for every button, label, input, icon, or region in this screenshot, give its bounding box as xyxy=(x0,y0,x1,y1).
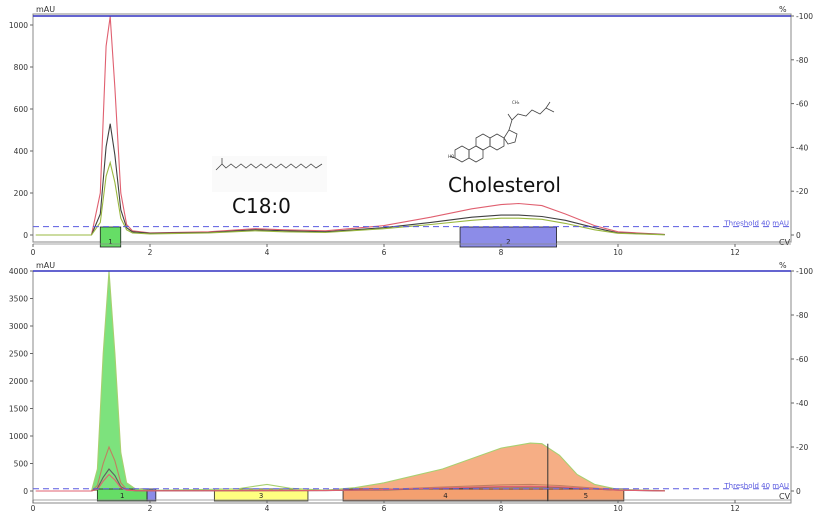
top-x-tick-label: 2 xyxy=(148,248,153,257)
bottom-x-tick-label: 2 xyxy=(148,504,153,513)
top-x-axis-label: CV xyxy=(779,238,791,247)
bottom-peak-fill-green xyxy=(91,271,136,491)
top-series-line-3 xyxy=(35,160,665,236)
top-y-tick-label: 600 xyxy=(14,105,29,114)
top-right-tick-label: -80 xyxy=(796,56,808,65)
bottom-x-tick-label: 6 xyxy=(382,504,387,513)
bottom-right-tick-label: -100 xyxy=(796,267,813,276)
bottom-y-tick-label: 3500 xyxy=(9,295,28,304)
bottom-series-line-1 xyxy=(35,270,665,492)
top-fraction-label: 1 xyxy=(108,238,112,246)
bottom-y-tick-label: 3000 xyxy=(9,322,28,331)
bottom-y-tick-label: 2500 xyxy=(9,350,28,359)
c18-annotation: C18:0 xyxy=(232,194,291,218)
bottom-y-tick-label: 1500 xyxy=(9,405,28,414)
bottom-right-tick-label: -40 xyxy=(796,399,808,408)
top-series-line-2 xyxy=(35,123,665,236)
bottom-fraction-label: 3 xyxy=(259,492,263,500)
top-x-tick-label: 4 xyxy=(265,248,270,257)
bottom-right-axis-label: % xyxy=(779,261,787,270)
bottom-series-line-4 xyxy=(35,473,665,492)
top-x-tick-label: 12 xyxy=(730,248,740,257)
bottom-fraction-bands: 1 3 4 5 xyxy=(96,488,625,502)
top-y-tick-label: 200 xyxy=(14,189,29,198)
bottom-fraction-band xyxy=(146,488,157,502)
top-right-tick-label: -40 xyxy=(796,143,808,152)
bottom-y-tick-label: 500 xyxy=(14,460,29,469)
top-x-tick-label: 8 xyxy=(499,248,504,257)
bottom-series-lines xyxy=(35,270,665,492)
bottom-right-tick-label: -20 xyxy=(796,443,808,452)
bottom-y-tick-label: 4000 xyxy=(9,267,28,276)
top-y-tick-label: 1000 xyxy=(9,21,28,30)
bottom-fraction-label: 1 xyxy=(120,492,124,500)
bottom-right-tick-label: -80 xyxy=(796,311,808,320)
bottom-plot-frame xyxy=(32,270,792,504)
top-right-tick-label: -60 xyxy=(796,100,808,109)
bottom-fraction-band xyxy=(213,488,309,502)
top-fraction-band xyxy=(99,226,122,248)
bottom-fraction-label: 5 xyxy=(584,492,588,500)
bottom-y-tick-label: 2000 xyxy=(9,377,28,386)
bottom-x-tick-label: 10 xyxy=(613,504,623,513)
bottom-y-tick-label: 0 xyxy=(23,487,28,496)
bottom-right-tick-label: 0 xyxy=(796,487,801,496)
bottom-x-tick-label: 4 xyxy=(265,504,270,513)
top-y-tick-label: 0 xyxy=(23,231,28,240)
top-right-tick-label: 0 xyxy=(796,231,801,240)
bottom-fraction-label: 4 xyxy=(443,492,448,500)
svg-text:HO: HO xyxy=(448,154,454,159)
bottom-axes: 0 500 1000 1500 2000 2500 3000 3500 4000 0 -20 -40 -… xyxy=(9,267,813,513)
top-threshold-label: Threshold 40 mAU xyxy=(723,220,789,228)
bottom-x-tick-label: 12 xyxy=(730,504,740,513)
top-y-tick-label: 400 xyxy=(14,147,29,156)
top-x-tick-label: 0 xyxy=(31,248,36,257)
top-x-tick-label: 6 xyxy=(382,248,387,257)
top-series-lines xyxy=(35,16,665,236)
cholesterol-annotation: Cholesterol xyxy=(448,173,561,197)
top-y-tick-label: 800 xyxy=(14,63,29,72)
top-plot-frame xyxy=(32,13,792,243)
top-series-line-1 xyxy=(35,16,665,236)
bottom-x-tick-label: 0 xyxy=(31,504,36,513)
top-x-tick-label: 10 xyxy=(613,248,623,257)
bottom-y-tick-label: 1000 xyxy=(9,432,28,441)
bottom-threshold-label: Threshold 40 mAU xyxy=(723,482,789,490)
top-right-tick-label: -100 xyxy=(796,12,813,21)
bottom-x-tick-label: 8 xyxy=(499,504,504,513)
top-right-tick-label: -20 xyxy=(796,187,808,196)
svg-text:CH₃: CH₃ xyxy=(512,100,520,105)
bottom-peak-fills xyxy=(91,271,618,491)
top-right-axis-label: % xyxy=(779,5,787,14)
bottom-left-axis-label: mAU xyxy=(36,261,55,270)
bottom-right-tick-label: -60 xyxy=(796,355,808,364)
top-left-axis-label: mAU xyxy=(36,5,55,14)
c18-structure-drawing xyxy=(212,156,327,192)
bottom-peak-fill-orange xyxy=(354,443,618,491)
top-fraction-label: 2 xyxy=(506,238,510,246)
bottom-x-axis-label: CV xyxy=(779,492,791,501)
cholesterol-structure-drawing xyxy=(449,101,555,163)
